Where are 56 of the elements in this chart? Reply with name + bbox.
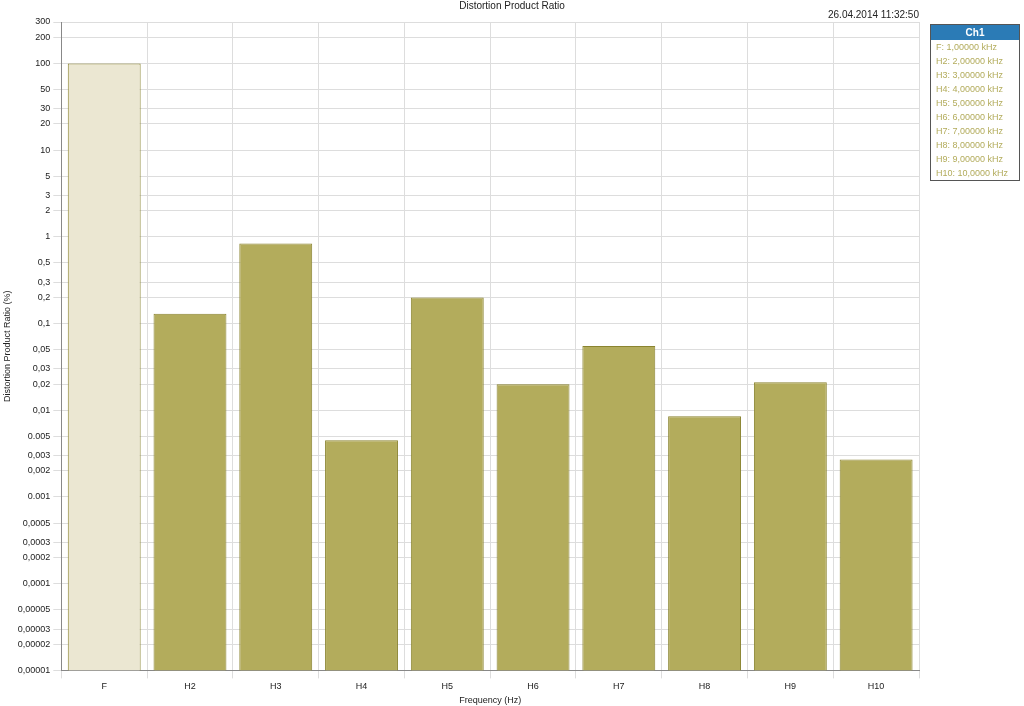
y-tick-label: 0,5 (37, 257, 51, 268)
y-tick-label: 5 (45, 170, 51, 181)
x-tick-label: H5 (441, 681, 454, 692)
x-axis-title: Frequency (Hz) (459, 695, 522, 706)
y-tick-label: 50 (40, 83, 51, 94)
y-tick-label: 0,00002 (17, 638, 51, 649)
y-tick-label: 0.001 (27, 491, 51, 502)
y-tick-label: 10 (40, 144, 51, 155)
y-tick-label: 300 (35, 16, 51, 27)
y-tick-label: 1 (45, 231, 51, 242)
x-tick-label: H10 (867, 681, 885, 692)
text: H6: 6,00000 kHz (935, 111, 1005, 124)
chart-title: Distortion Product Ratio (459, 0, 566, 11)
text: H8: 8,00000 kHz (935, 139, 1005, 152)
y-tick-label: 0,02 (32, 378, 51, 389)
x-tick-label: H7 (613, 681, 625, 692)
x-tick-label: H3 (269, 681, 282, 692)
text: H2: 2,00000 kHz (935, 55, 1005, 68)
y-tick-label: 0,0002 (22, 552, 51, 563)
text: H7: 7,00000 kHz (935, 125, 1005, 138)
y-tick-label: 0,003 (27, 450, 51, 461)
y-tick-label: 0,00005 (17, 604, 51, 615)
x-tick-label: H6 (527, 681, 539, 692)
x-tick-label: H9 (784, 681, 797, 692)
y-tick-label: 20 (40, 118, 51, 129)
y-tick-label: 0,05 (32, 344, 51, 355)
text: F: 1,00000 kHz (935, 41, 999, 54)
x-tick-label: H4 (355, 681, 368, 692)
text: Ch1 (931, 25, 1019, 40)
text: H5: 5,00000 kHz (935, 97, 1005, 110)
y-axis-title: Distortion Product Ratio (%) (1, 290, 12, 402)
x-tick-label: H8 (698, 681, 711, 692)
y-tick-label: 30 (40, 103, 51, 114)
y-tick-label: 0,0003 (22, 536, 51, 547)
text: H3: 3,00000 kHz (935, 69, 1005, 82)
y-tick-label: 0,03 (32, 363, 51, 374)
y-tick-label: 0,00003 (17, 623, 51, 634)
y-tick-label: 0,0005 (22, 517, 51, 528)
y-tick-label: 2 (45, 205, 51, 216)
y-tick-label: 3 (45, 189, 51, 200)
y-tick-label: 0,00001 (17, 664, 51, 675)
text: 26.04.2014 11:32:50 (827, 8, 920, 20)
y-tick-label: 0,01 (32, 404, 51, 415)
text: H10: 10,0000 kHz (935, 167, 1010, 180)
text: H4: 4,00000 kHz (935, 83, 1005, 96)
x-tick-label: F (101, 681, 108, 692)
y-tick-label: 0.005 (27, 430, 51, 441)
y-tick-label: 0,1 (37, 318, 51, 329)
x-tick-label: H2 (184, 681, 196, 692)
y-tick-label: 200 (35, 31, 51, 42)
y-tick-label: 0,3 (37, 276, 51, 287)
y-tick-label: 0,2 (37, 291, 51, 302)
y-tick-label: 0,0001 (22, 578, 51, 589)
y-tick-label: 100 (35, 57, 51, 68)
y-tick-label: 0,002 (27, 465, 51, 476)
text: H9: 9,00000 kHz (935, 153, 1005, 166)
